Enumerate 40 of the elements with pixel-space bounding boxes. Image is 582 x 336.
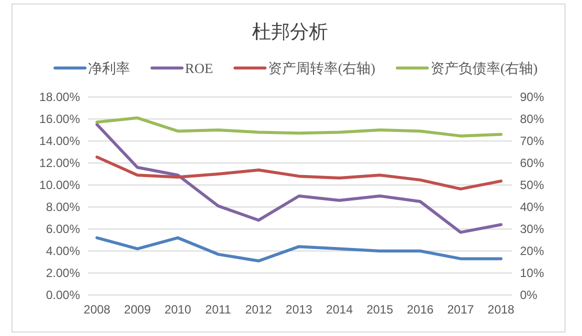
x-tick-label: 2018	[488, 302, 515, 317]
y2-tick-label: 40%	[520, 200, 544, 214]
y-tick-label: 16.00%	[39, 112, 80, 126]
line-series	[96, 123, 502, 234]
y-tick-label: 12.00%	[39, 156, 80, 170]
line-series	[96, 116, 502, 138]
x-tick-label: 2013	[286, 302, 313, 317]
y-tick-label: 4.00%	[46, 244, 80, 258]
y2-tick-label: 30%	[520, 222, 544, 236]
y2-tick-label: 70%	[520, 134, 544, 148]
x-tick-label: 2015	[366, 302, 394, 317]
y-tick-label: 0.00%	[46, 288, 80, 302]
y-tick-label: 8.00%	[46, 200, 80, 214]
y-tick-label: 18.00%	[39, 90, 80, 104]
legend-label: 资产周转率(右轴)	[268, 61, 376, 77]
y2-tick-label: 0%	[520, 288, 538, 302]
x-tick-label: 2010	[164, 302, 192, 317]
y-tick-label: 10.00%	[39, 178, 80, 192]
y2-tick-label: 80%	[520, 112, 544, 126]
legend-label: 净利率	[88, 61, 130, 77]
y-tick-label: 2.00%	[46, 266, 80, 280]
y2-tick-label: 60%	[520, 156, 544, 170]
x-tick-label: 2016	[406, 302, 434, 317]
y-tick-label: 14.00%	[39, 134, 80, 148]
x-tick-label: 2011	[205, 302, 232, 317]
legend-label: 资产负债率(右轴)	[430, 61, 538, 77]
x-tick-label: 2012	[245, 302, 272, 317]
y2-tick-label: 20%	[520, 244, 544, 258]
x-tick-label: 2008	[84, 302, 111, 317]
legend-label: ROE	[185, 62, 213, 77]
y2-tick-label: 10%	[520, 266, 544, 280]
chart-title: 杜邦分析	[252, 22, 328, 43]
line-series	[96, 236, 502, 262]
y-tick-label: 6.00%	[46, 222, 80, 236]
line-series	[96, 156, 502, 190]
x-tick-label: 2014	[326, 302, 354, 317]
x-tick-label: 2017	[447, 302, 474, 317]
x-tick-label: 2009	[124, 302, 152, 317]
y2-tick-label: 90%	[520, 90, 544, 104]
y2-tick-label: 50%	[520, 178, 544, 192]
